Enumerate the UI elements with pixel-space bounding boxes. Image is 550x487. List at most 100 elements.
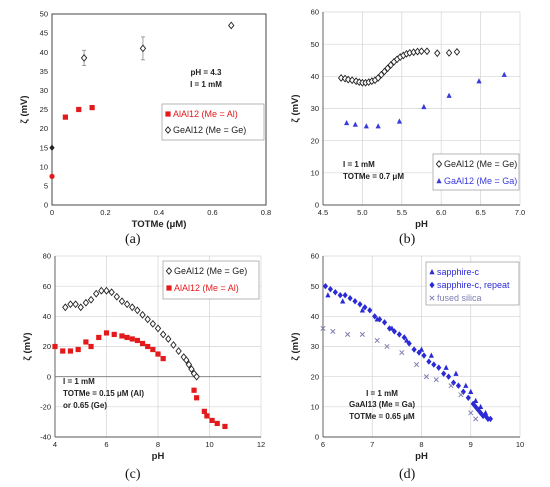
x-tick-label: 0.8 [261, 208, 271, 217]
data-point [327, 285, 333, 293]
x-tick-label: 0.2 [100, 208, 110, 217]
data-point [386, 325, 393, 332]
annotation-text: I = 1 mM [190, 80, 222, 89]
data-point [465, 394, 471, 401]
y-tick-label: 45 [40, 29, 48, 38]
data-point [96, 334, 102, 341]
y-tick-label: 40 [311, 72, 319, 81]
data-point [445, 373, 452, 380]
data-point [421, 352, 427, 359]
y-tick-label: 20 [311, 372, 319, 381]
data-point [476, 78, 482, 84]
data-point [448, 383, 454, 389]
data-point [82, 298, 90, 307]
legend-marker [166, 285, 172, 291]
data-point [60, 348, 66, 354]
x-axis-title: pH [415, 451, 428, 462]
legend-label: sapphire-c [437, 267, 480, 277]
data-point [204, 413, 210, 419]
data-point [154, 324, 162, 333]
legend-label: AlAl12 (Me = Al) [174, 283, 239, 293]
legend-marker [429, 281, 435, 289]
legend-marker [436, 178, 442, 184]
y-tick-label: 25 [40, 105, 48, 114]
data-point [359, 307, 365, 313]
y-tick-label: 10 [311, 402, 319, 411]
y-tick-label: 0 [315, 201, 319, 210]
legend-label: GeAl12 (Me = Ge) [444, 159, 517, 169]
data-point [118, 297, 126, 306]
data-point [111, 331, 117, 338]
x-tick-label: 0.4 [154, 208, 164, 217]
data-point [193, 372, 200, 381]
series-c-0 [62, 286, 200, 381]
x-tick-label: 0.6 [207, 208, 217, 217]
data-point [468, 388, 474, 394]
data-point [473, 397, 479, 403]
data-point [67, 348, 74, 354]
data-point [103, 330, 110, 336]
series-b-0 [337, 47, 461, 87]
data-point [384, 343, 390, 350]
data-point [487, 415, 494, 423]
legend-marker [165, 111, 171, 117]
panel-label-c: (c) [125, 467, 141, 483]
data-point [344, 119, 350, 126]
y-axis-title: ζ (mV) [290, 332, 301, 360]
annotation-text: or 0.65 (Ge) [63, 401, 107, 410]
panel-label-c-text: (c) [125, 467, 141, 482]
data-point [144, 315, 151, 324]
data-point [332, 289, 338, 296]
x-tick-label: 6.0 [436, 208, 446, 217]
data-point [404, 337, 410, 343]
data-point [87, 295, 95, 304]
data-point [320, 325, 326, 331]
y-tick-label: 20 [40, 124, 48, 133]
x-tick-label: 0 [50, 208, 54, 217]
data-point [470, 400, 476, 408]
annotation-text: TOTMe = 0.7 μM [343, 172, 404, 181]
y-axis-title: ζ (mV) [22, 332, 33, 360]
data-point [482, 412, 489, 420]
data-point [62, 303, 69, 312]
x-tick-label: 10 [205, 440, 213, 449]
data-point [129, 303, 136, 312]
panel-label-a: (a) [125, 232, 141, 248]
y-tick-label: 30 [311, 342, 319, 351]
data-point [209, 417, 215, 424]
data-point [49, 144, 55, 151]
x-tick-label: 4 [53, 440, 57, 449]
data-point [391, 328, 398, 335]
annotation-text: GaAl13 (Me = Ga) [349, 400, 415, 409]
annotation-text: I = 1 mM [343, 160, 375, 169]
data-point [129, 336, 135, 342]
data-point [72, 300, 79, 309]
data-point [406, 340, 412, 347]
data-point [473, 403, 479, 411]
data-point [396, 118, 403, 124]
data-point [49, 173, 55, 179]
data-point [414, 362, 420, 368]
data-point [377, 316, 383, 323]
y-tick-label: 50 [40, 10, 48, 19]
y-tick-label: 60 [311, 252, 319, 261]
chart-d: 0 10 20 30 40 50 60 6 7 8 9 10 pH ζ (mV) I = 1 mM GaAl1… [290, 252, 524, 462]
annotation-text: I = 1 mM [366, 389, 398, 398]
data-point [67, 300, 74, 309]
data-point [375, 123, 381, 129]
data-point [357, 301, 363, 308]
y-tick-label: 60 [43, 282, 51, 291]
data-point [150, 346, 156, 353]
y-tick-label: 10 [311, 168, 319, 177]
annotation-text: pH = 4.3 [191, 68, 222, 77]
panel-label-b: (b) [399, 232, 415, 248]
panel-label-d: (d) [399, 467, 415, 483]
x-tick-label: 7.0 [515, 208, 525, 217]
data-point [401, 334, 407, 341]
y-tick-label: -40 [40, 433, 51, 442]
x-tick-label: 4.5 [318, 208, 328, 217]
data-point [98, 286, 105, 295]
panel-label-d-text: (d) [399, 467, 416, 482]
legend-label: AlAl12 (Me = Al) [173, 109, 238, 119]
